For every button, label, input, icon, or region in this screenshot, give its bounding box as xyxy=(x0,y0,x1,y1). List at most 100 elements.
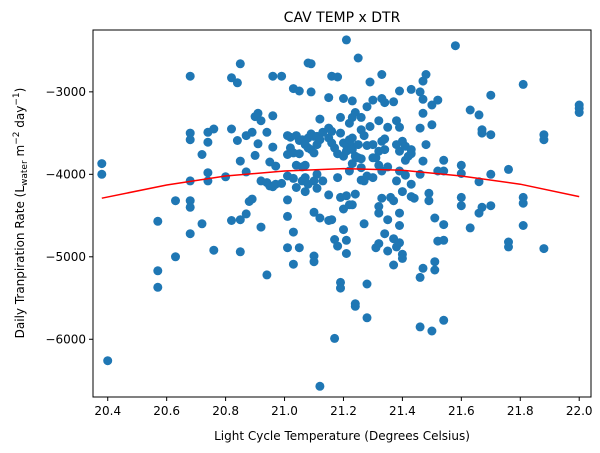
data-point xyxy=(300,187,310,197)
data-point xyxy=(377,70,387,79)
x-tick-label: 21.4 xyxy=(389,404,416,418)
data-point xyxy=(450,41,460,51)
data-point xyxy=(283,195,292,205)
data-point xyxy=(415,322,425,332)
data-point xyxy=(294,149,304,159)
x-tick-label: 20.6 xyxy=(153,404,180,418)
data-point xyxy=(397,187,407,197)
data-point xyxy=(203,168,213,178)
data-point xyxy=(359,131,369,141)
data-point xyxy=(389,196,399,206)
data-point xyxy=(409,193,419,203)
data-point xyxy=(430,213,440,223)
data-point xyxy=(291,183,301,192)
data-point xyxy=(227,216,236,225)
data-point xyxy=(439,220,449,230)
scatter-points xyxy=(97,35,584,391)
data-point xyxy=(368,95,378,105)
data-point xyxy=(365,77,375,87)
data-point xyxy=(336,128,345,138)
data-point xyxy=(315,213,325,223)
data-point xyxy=(380,229,390,239)
data-point xyxy=(185,128,195,138)
data-point xyxy=(341,249,351,258)
data-point xyxy=(368,173,378,183)
x-tick-label: 22.0 xyxy=(566,404,593,418)
data-point xyxy=(406,84,416,94)
data-point xyxy=(365,122,375,131)
data-point xyxy=(362,279,372,289)
data-point xyxy=(309,257,319,267)
x-axis: 20.4 20.6 20.8 21.0 21.2 21.4 21.6 21.8 22.0 xyxy=(94,397,593,418)
data-point xyxy=(315,114,325,124)
data-point xyxy=(250,150,260,160)
data-point xyxy=(294,86,304,96)
data-point xyxy=(209,245,219,255)
data-point xyxy=(418,263,428,273)
data-point xyxy=(336,283,345,293)
data-point xyxy=(430,257,440,267)
data-point xyxy=(389,260,399,270)
data-point xyxy=(288,173,298,183)
data-point xyxy=(232,78,242,88)
data-point xyxy=(247,127,257,137)
data-point xyxy=(324,190,334,200)
data-point xyxy=(232,136,242,145)
data-point xyxy=(203,137,213,147)
data-point xyxy=(504,164,513,174)
data-point xyxy=(288,227,298,237)
data-point xyxy=(283,211,292,221)
data-point xyxy=(477,128,487,138)
data-point xyxy=(456,160,466,170)
data-point xyxy=(339,225,348,235)
data-point xyxy=(477,202,487,212)
data-point xyxy=(356,163,366,173)
data-point xyxy=(235,59,245,69)
data-point xyxy=(380,134,390,144)
data-point xyxy=(406,179,416,189)
data-point xyxy=(456,192,466,202)
data-point xyxy=(171,252,180,262)
data-point xyxy=(268,71,278,81)
data-point xyxy=(221,172,231,182)
data-point xyxy=(153,216,163,226)
data-point xyxy=(439,155,449,165)
data-point xyxy=(171,196,180,206)
x-axis-label: Light Cycle Temperature (Degrees Celsius… xyxy=(214,429,470,443)
data-point xyxy=(294,243,304,253)
data-point xyxy=(465,223,475,233)
data-point xyxy=(347,200,357,210)
data-point xyxy=(362,313,372,323)
data-point xyxy=(486,169,496,179)
data-point xyxy=(424,188,434,198)
data-point xyxy=(395,86,404,96)
data-point xyxy=(324,93,334,103)
data-point xyxy=(256,222,266,232)
data-point xyxy=(518,198,528,208)
data-point xyxy=(400,170,410,180)
data-point xyxy=(283,243,292,253)
data-point xyxy=(518,221,528,230)
data-point xyxy=(368,140,378,150)
data-point xyxy=(430,265,440,275)
data-point xyxy=(383,215,393,225)
data-point xyxy=(362,102,372,112)
data-point xyxy=(418,94,428,104)
data-point xyxy=(389,97,399,107)
data-point xyxy=(227,124,236,134)
data-point xyxy=(415,123,425,133)
data-point xyxy=(353,140,363,150)
data-point xyxy=(318,176,328,186)
y-axis-label: Daily Tranpiration Rate (Lwater m−2 day−… xyxy=(12,88,30,339)
data-point xyxy=(380,145,390,155)
data-point xyxy=(209,124,219,134)
data-point xyxy=(574,108,584,117)
data-point xyxy=(330,333,340,343)
data-point xyxy=(418,108,428,118)
data-point xyxy=(518,79,528,89)
data-point xyxy=(486,201,496,211)
data-point xyxy=(197,150,207,159)
data-point xyxy=(277,71,287,81)
data-point xyxy=(185,196,195,206)
data-point xyxy=(424,196,434,206)
